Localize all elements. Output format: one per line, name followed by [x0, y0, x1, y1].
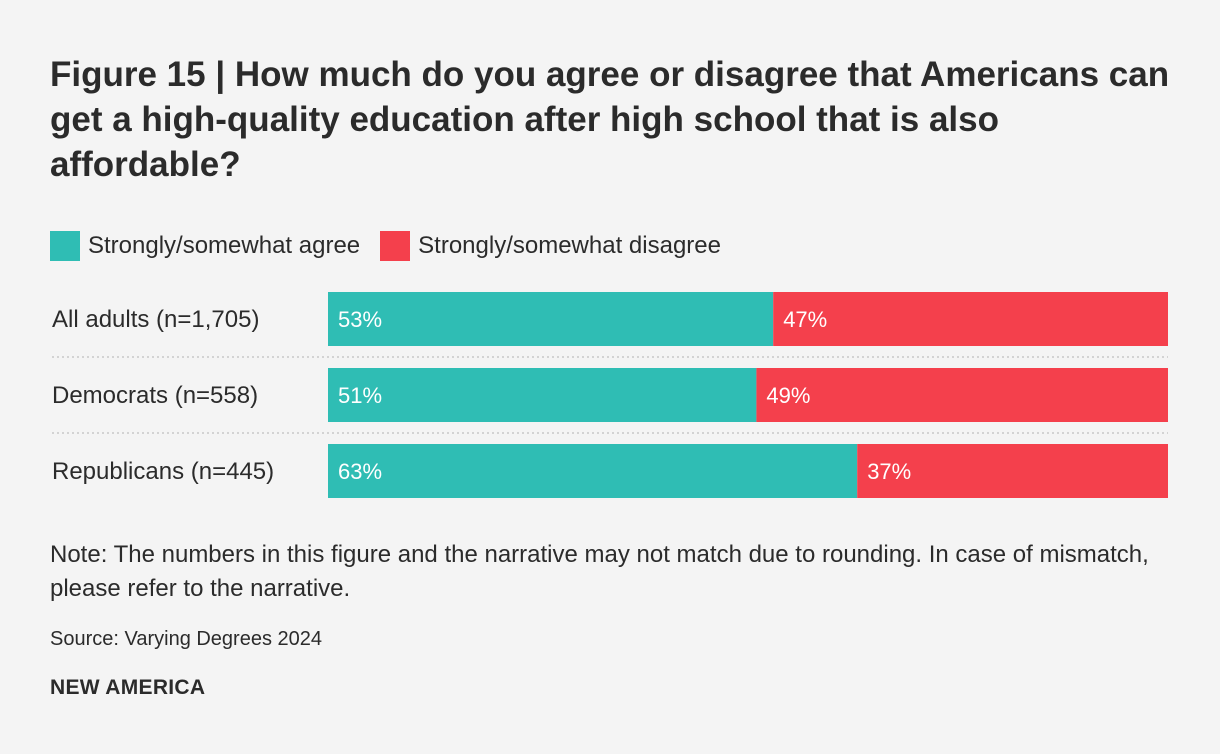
legend-swatch-agree — [50, 231, 80, 261]
category-label: Democrats (n=558) — [52, 382, 258, 409]
data-label-disagree: 49% — [766, 383, 810, 408]
bar-disagree — [773, 292, 1168, 346]
data-label-disagree: 47% — [783, 307, 827, 332]
chart-note: Note: The numbers in this figure and the… — [50, 541, 1149, 602]
brand-logo-text: NEW AMERICA — [50, 676, 206, 699]
legend-label-agree: Strongly/somewhat agree — [88, 232, 361, 259]
legend-swatch-disagree — [380, 231, 411, 261]
legend: Strongly/somewhat agree Strongly/somewha… — [50, 230, 741, 262]
chart-source: Source: Varying Degrees 2024 — [50, 628, 323, 650]
bar-disagree — [756, 368, 1168, 422]
chart-title: Figure 15 | How much do you agree or dis… — [50, 55, 1170, 184]
bar-agree — [328, 444, 858, 498]
legend-item-disagree: Strongly/somewhat disagree — [380, 231, 721, 261]
category-label: Republicans (n=445) — [52, 458, 274, 485]
data-label-agree: 63% — [338, 459, 382, 484]
category-label: All adults (n=1,705) — [52, 306, 259, 333]
data-label-agree: 51% — [338, 383, 382, 408]
bar-agree — [328, 368, 757, 422]
bar-disagree — [857, 444, 1168, 498]
data-label-agree: 53% — [338, 307, 382, 332]
legend-label-disagree: Strongly/somewhat disagree — [418, 232, 721, 259]
data-label-disagree: 37% — [867, 459, 911, 484]
legend-item-agree: Strongly/somewhat agree — [50, 231, 360, 261]
bar-agree — [328, 292, 774, 346]
